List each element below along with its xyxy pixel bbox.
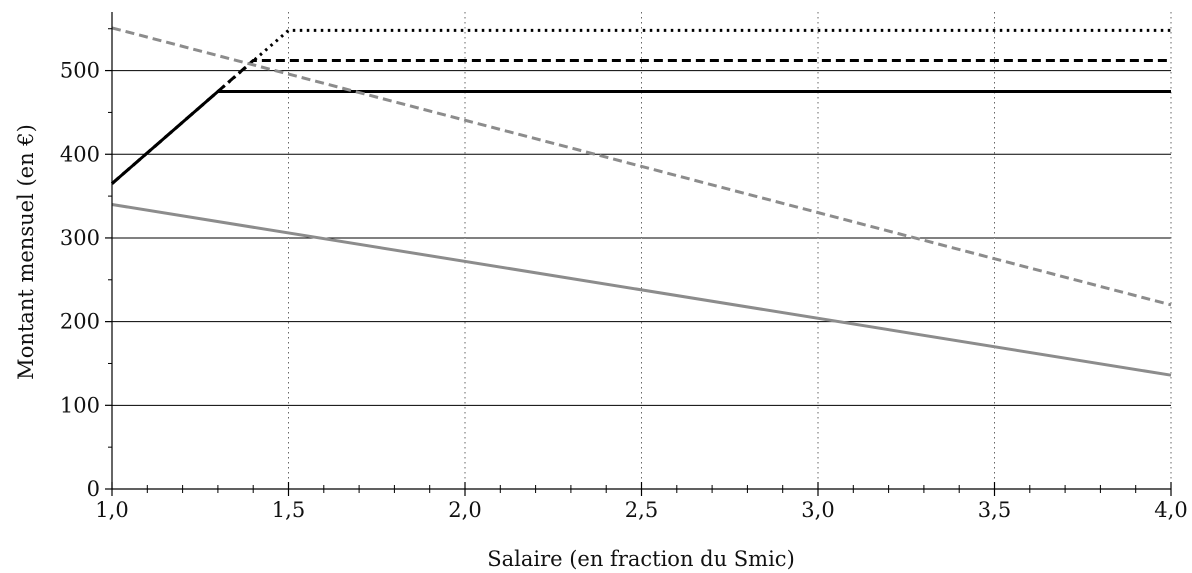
x-tick-label: 1,0 [95, 498, 128, 522]
axes [105, 12, 1172, 496]
series-line-5 [111, 203, 1172, 377]
x-tick-label: 1,5 [272, 498, 305, 522]
y-tick-label: 0 [87, 477, 100, 501]
x-tick-label: 3,0 [801, 498, 834, 522]
tick-labels: 0 100 200 300 400 500 1,0 1,5 2,0 2,5 3,0 3,5 4,0 [60, 59, 1188, 522]
y-axis-title: Montant mensuel (en €) [14, 124, 38, 380]
y-tick-label: 500 [60, 59, 100, 83]
x-tick-label: 4,0 [1154, 498, 1187, 522]
series-lines [111, 26, 1172, 377]
y-tick-label: 400 [60, 142, 100, 166]
grid [112, 12, 1172, 489]
x-tick-label: 2,0 [448, 498, 481, 522]
y-tick-label: 100 [60, 393, 100, 417]
x-tick-label: 2,5 [625, 498, 658, 522]
series-line-4 [111, 26, 1172, 307]
y-tick-label: 200 [60, 310, 100, 334]
x-axis-title: Salaire (en fraction du Smic) [487, 547, 795, 571]
x-tick-label: 3,5 [978, 498, 1011, 522]
series-line-3 [111, 90, 1171, 185]
y-tick-label: 300 [60, 226, 100, 250]
